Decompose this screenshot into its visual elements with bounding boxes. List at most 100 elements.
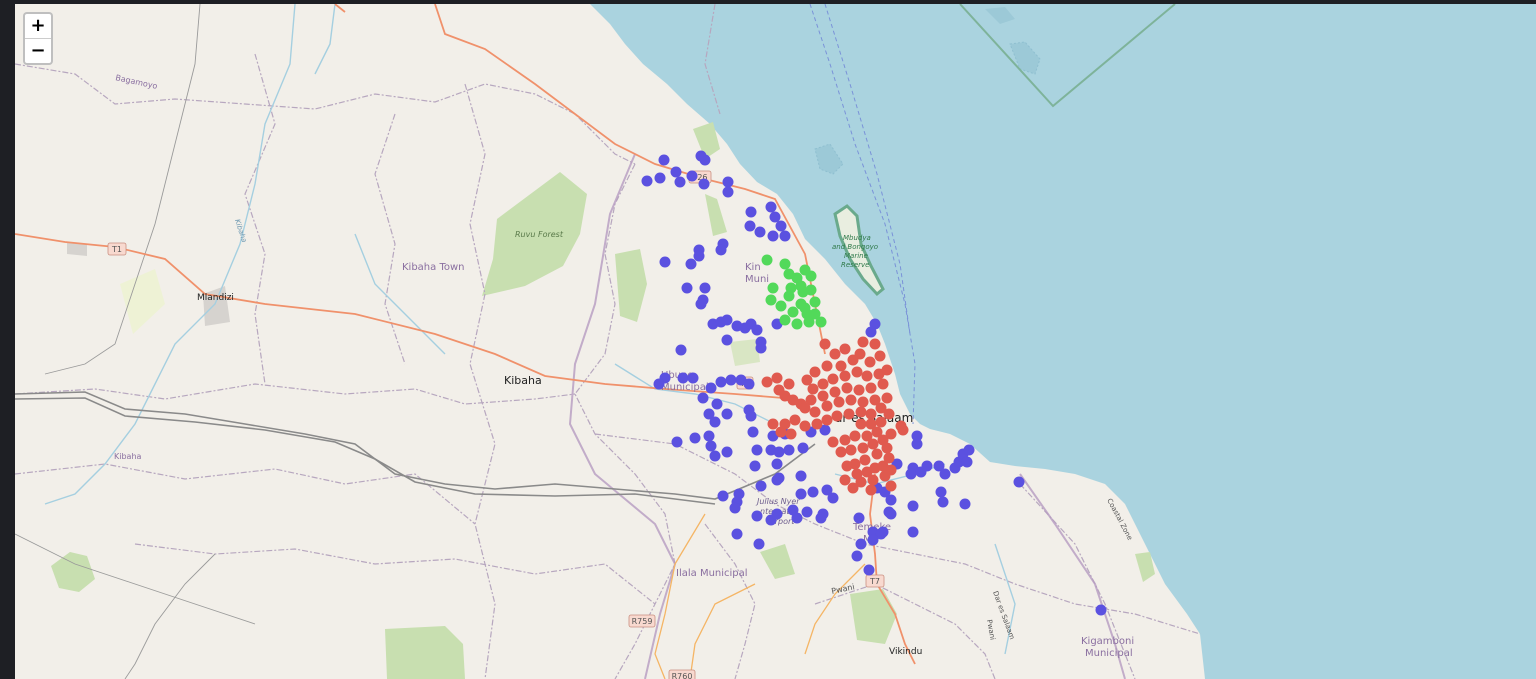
marker-blue[interactable] — [721, 314, 733, 326]
marker-blue[interactable] — [751, 510, 763, 522]
marker-blue[interactable] — [787, 504, 799, 516]
marker-blue[interactable] — [745, 410, 757, 422]
marker-green[interactable] — [761, 254, 773, 266]
marker-blue[interactable] — [711, 398, 723, 410]
marker-red[interactable] — [827, 373, 839, 385]
marker-blue[interactable] — [721, 446, 733, 458]
marker-red[interactable] — [805, 394, 817, 406]
marker-red[interactable] — [865, 418, 877, 430]
marker-blue[interactable] — [729, 502, 741, 514]
marker-blue[interactable] — [1013, 476, 1025, 488]
marker-red[interactable] — [857, 336, 869, 348]
marker-blue[interactable] — [709, 416, 721, 428]
marker-green[interactable] — [815, 316, 827, 328]
marker-red[interactable] — [883, 408, 895, 420]
marker-red[interactable] — [869, 394, 881, 406]
marker-red[interactable] — [783, 378, 795, 390]
marker-red[interactable] — [831, 410, 843, 422]
marker-red[interactable] — [877, 378, 889, 390]
marker-green[interactable] — [767, 282, 779, 294]
marker-blue[interactable] — [731, 528, 743, 540]
marker-blue[interactable] — [658, 154, 670, 166]
marker-red[interactable] — [799, 420, 811, 432]
marker-blue[interactable] — [771, 508, 783, 520]
marker-blue[interactable] — [685, 258, 697, 270]
marker-red[interactable] — [855, 406, 867, 418]
marker-blue[interactable] — [935, 486, 947, 498]
marker-blue[interactable] — [819, 424, 831, 436]
marker-blue[interactable] — [699, 282, 711, 294]
marker-red[interactable] — [801, 374, 813, 386]
marker-blue[interactable] — [885, 494, 897, 506]
marker-red[interactable] — [853, 384, 865, 396]
markers-red[interactable] — [761, 336, 909, 496]
marker-blue[interactable] — [755, 480, 767, 492]
marker-blue[interactable] — [722, 176, 734, 188]
marker-red[interactable] — [871, 426, 883, 438]
marker-red[interactable] — [881, 442, 893, 454]
zoom-out-button[interactable]: − — [25, 38, 51, 63]
marker-red[interactable] — [871, 448, 883, 460]
marker-red[interactable] — [881, 364, 893, 376]
map-canvas[interactable]: T1 T26 T7 R759 R760 T1 Bagamoyo Mlandizi… — [15, 4, 1536, 679]
marker-blue[interactable] — [698, 178, 710, 190]
marker-red[interactable] — [819, 338, 831, 350]
marker-green[interactable] — [805, 270, 817, 282]
marker-blue[interactable] — [867, 534, 879, 546]
marker-red[interactable] — [861, 430, 873, 442]
marker-blue[interactable] — [687, 372, 699, 384]
marker-red[interactable] — [809, 406, 821, 418]
marker-blue[interactable] — [670, 166, 682, 178]
marker-red[interactable] — [895, 420, 907, 432]
marker-blue[interactable] — [745, 206, 757, 218]
marker-blue[interactable] — [771, 458, 783, 470]
marker-red[interactable] — [829, 348, 841, 360]
marker-red[interactable] — [807, 383, 819, 395]
marker-red[interactable] — [885, 480, 897, 492]
marker-blue[interactable] — [693, 250, 705, 262]
markers-blue[interactable] — [641, 150, 1107, 616]
marker-red[interactable] — [857, 442, 869, 454]
marker-green[interactable] — [809, 308, 821, 320]
marker-blue[interactable] — [744, 220, 756, 232]
marker-blue[interactable] — [885, 508, 897, 520]
marker-blue[interactable] — [921, 460, 933, 472]
marker-blue[interactable] — [783, 444, 795, 456]
marker-blue[interactable] — [747, 426, 759, 438]
marker-blue[interactable] — [695, 298, 707, 310]
marker-blue[interactable] — [963, 444, 975, 456]
marker-blue[interactable] — [775, 220, 787, 232]
marker-blue[interactable] — [933, 460, 945, 472]
marker-blue[interactable] — [911, 438, 923, 450]
marker-blue[interactable] — [709, 450, 721, 462]
marker-blue[interactable] — [765, 201, 777, 213]
marker-blue[interactable] — [907, 500, 919, 512]
marker-red[interactable] — [841, 460, 853, 472]
marker-red[interactable] — [839, 370, 851, 382]
marker-red[interactable] — [821, 414, 833, 426]
markers-green[interactable] — [761, 254, 827, 330]
marker-blue[interactable] — [821, 484, 833, 496]
marker-blue[interactable] — [717, 490, 729, 502]
marker-green[interactable] — [791, 318, 803, 330]
marker-red[interactable] — [789, 414, 801, 426]
marker-red[interactable] — [881, 392, 893, 404]
marker-green[interactable] — [775, 300, 787, 312]
zoom-in-button[interactable]: + — [30, 15, 46, 36]
marker-blue[interactable] — [827, 492, 839, 504]
marker-red[interactable] — [861, 370, 873, 382]
marker-red[interactable] — [773, 384, 785, 396]
marker-red[interactable] — [865, 408, 877, 420]
marker-green[interactable] — [809, 296, 821, 308]
marker-blue[interactable] — [753, 538, 765, 550]
marker-blue[interactable] — [961, 456, 973, 468]
marker-blue[interactable] — [703, 430, 715, 442]
marker-blue[interactable] — [654, 172, 666, 184]
marker-red[interactable] — [839, 434, 851, 446]
marker-red[interactable] — [875, 402, 887, 414]
marker-red[interactable] — [855, 418, 867, 430]
marker-red[interactable] — [883, 452, 895, 464]
marker-blue[interactable] — [755, 342, 767, 354]
marker-blue[interactable] — [695, 150, 707, 162]
marker-blue[interactable] — [671, 436, 683, 448]
